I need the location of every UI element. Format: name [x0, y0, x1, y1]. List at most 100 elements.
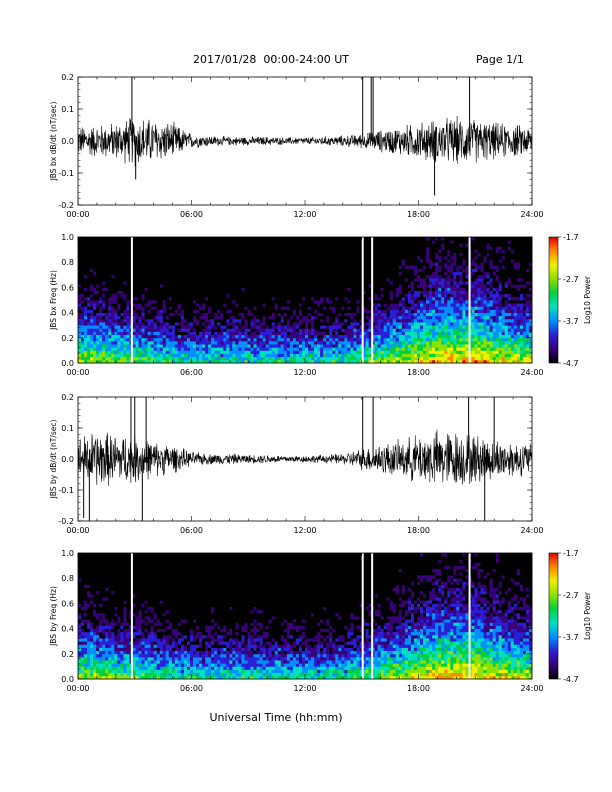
spectrogram-cell	[165, 331, 170, 336]
spectrogram-cell	[389, 290, 394, 295]
spectrogram-cell	[274, 312, 279, 317]
spectrogram-cell	[398, 271, 403, 276]
spectrogram-cell	[410, 259, 415, 263]
spectrogram-cell	[271, 337, 276, 342]
spectrogram-cell	[429, 306, 433, 310]
spectrogram-cell	[420, 290, 424, 295]
spectrogram-cell	[435, 246, 439, 250]
spectrogram-cell	[120, 344, 124, 348]
spectrogram-cell	[96, 347, 100, 351]
spectrogram-cell	[380, 340, 385, 345]
spectrogram-cell	[277, 344, 282, 348]
spectrogram-cell	[162, 303, 167, 307]
spectrogram-cell	[150, 287, 155, 291]
spectrogram-cell	[147, 274, 152, 279]
spectrogram-cell	[371, 309, 376, 313]
spectrogram-cell	[350, 293, 354, 298]
spectrogram-cell	[153, 249, 158, 254]
spectrogram-cell	[132, 322, 136, 326]
spectrogram-cell	[435, 334, 439, 339]
spectrogram-cell	[183, 334, 188, 339]
spectrogram-cell	[132, 274, 136, 279]
spectrogram-cell	[429, 277, 433, 282]
spectrogram-cell	[298, 350, 303, 354]
spectrogram-cell	[165, 237, 170, 241]
spectrogram-cell	[153, 337, 158, 342]
spectrogram-cell	[171, 356, 176, 361]
spectrogram-cell	[314, 356, 318, 361]
spectrogram-cell	[320, 243, 324, 247]
spectrogram-cell	[123, 281, 127, 285]
spectrogram-cell	[386, 262, 391, 266]
spectrogram-cell	[265, 293, 270, 298]
spectrogram-cell	[268, 252, 273, 257]
spectrogram-cell	[326, 287, 330, 291]
spectrogram-cell	[311, 255, 315, 260]
spectrogram-cell	[353, 243, 357, 247]
spectrogram-cell	[308, 309, 312, 313]
spectrogram-cell	[404, 262, 409, 266]
spectrogram-cell	[410, 277, 415, 282]
spectrogram-cell	[208, 293, 212, 298]
spectrogram-cell	[341, 274, 345, 279]
spectrogram-cell	[416, 347, 421, 351]
spectrogram-cell	[180, 334, 185, 339]
spectrogram-cell	[295, 347, 300, 351]
spectrogram-cell	[244, 296, 248, 301]
spectrogram-cell	[283, 306, 288, 310]
spectrogram-cell	[208, 249, 212, 254]
spectrogram-cell	[156, 243, 161, 247]
spectrogram-cell	[186, 262, 191, 266]
spectrogram-cell	[410, 293, 415, 298]
spectrogram-cell	[217, 309, 221, 313]
spectrogram-cell	[298, 290, 303, 295]
spectrogram-cell	[193, 255, 197, 260]
spectrogram-cell	[153, 353, 158, 358]
spectrogram-cell	[174, 287, 179, 291]
spectrogram-cell	[180, 293, 185, 298]
spectrogram-cell	[253, 315, 257, 320]
spectrogram-cell	[253, 246, 257, 250]
spectrogram-cell	[423, 337, 427, 342]
spectrogram-cell	[105, 306, 109, 310]
y-tick-label: -0.2	[58, 201, 74, 210]
spectrogram-cell	[208, 318, 212, 323]
spectrogram-cell	[295, 318, 300, 323]
spectrogram-cell	[365, 306, 369, 310]
spectrogram-cell	[229, 300, 233, 304]
spectrogram-cell	[214, 262, 218, 266]
spectrogram-cell	[356, 334, 360, 339]
spectrogram-cell	[335, 281, 339, 285]
spectrogram-cell	[229, 315, 233, 320]
spectrogram-cell	[410, 252, 415, 257]
spectrogram-cell	[193, 290, 197, 295]
spectrogram-cell	[413, 300, 418, 304]
spectrogram-cell	[99, 262, 103, 266]
spectrogram-cell	[432, 340, 436, 345]
spectrogram-cell	[256, 309, 260, 313]
spectrogram-cell	[162, 318, 167, 323]
spectrogram-cell	[265, 344, 270, 348]
spectrogram-cell	[438, 356, 442, 361]
spectrogram-cell	[338, 249, 342, 254]
spectrogram-cell	[365, 353, 369, 358]
spectrogram-cell	[426, 315, 430, 320]
spectrogram-cell	[420, 240, 424, 244]
spectrogram-cell	[413, 296, 418, 301]
spectrogram-cell	[283, 315, 288, 320]
spectrogram-cell	[226, 325, 230, 329]
spectrogram-cell	[193, 334, 197, 339]
spectrogram-cell	[265, 331, 270, 336]
spectrogram-cell	[102, 322, 106, 326]
spectrogram-cell	[108, 284, 112, 288]
spectrogram-cell	[247, 281, 251, 285]
spectrogram-cell	[241, 309, 245, 313]
spectrogram-cell	[420, 359, 424, 364]
spectrogram-cell	[435, 340, 439, 345]
spectrogram-cell	[359, 359, 363, 364]
spectrogram-cell	[380, 290, 385, 295]
spectrogram-cell	[189, 312, 194, 317]
spectrogram-cell	[344, 350, 348, 354]
spectrogram-cell	[256, 328, 260, 332]
spectrogram-cell	[132, 359, 136, 364]
